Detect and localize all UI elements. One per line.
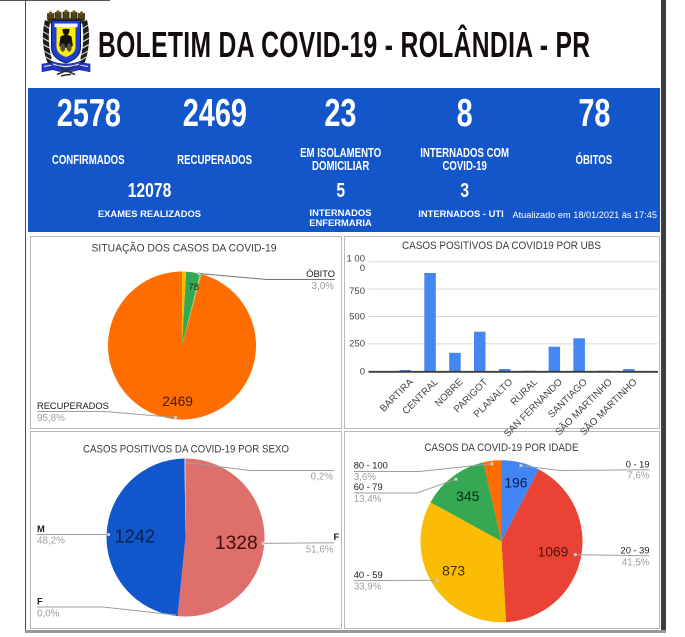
svg-text:33,9%: 33,9%	[354, 582, 382, 593]
svg-text:0,0%: 0,0%	[37, 609, 60, 620]
svg-text:95,8%: 95,8%	[37, 413, 65, 424]
svg-text:48,2%: 48,2%	[37, 536, 65, 547]
svg-text:41,5%: 41,5%	[622, 558, 650, 569]
svg-text:M: M	[37, 524, 45, 534]
svg-text:345: 345	[456, 488, 480, 504]
svg-text:60 - 79: 60 - 79	[354, 482, 383, 492]
svg-text:40 - 59: 40 - 59	[354, 570, 383, 580]
svg-text:80 - 100: 80 - 100	[354, 461, 388, 471]
svg-text:0: 0	[360, 263, 365, 274]
svg-text:2469: 2469	[162, 394, 193, 409]
svg-text:20 - 39: 20 - 39	[621, 546, 650, 556]
svg-text:0 - 19: 0 - 19	[626, 460, 650, 470]
svg-text:78: 78	[188, 282, 199, 293]
svg-text:750: 750	[349, 286, 365, 297]
svg-text:51,6%: 51,6%	[306, 545, 334, 556]
svg-text:3,0%: 3,0%	[312, 281, 335, 292]
svg-text:13,4%: 13,4%	[354, 494, 382, 505]
svg-text:CASOS DA COVID-19 POR IDADE: CASOS DA COVID-19 POR IDADE	[425, 442, 579, 454]
svg-text:F: F	[334, 532, 340, 542]
svg-text:3,6%: 3,6%	[354, 472, 377, 483]
svg-text:1242: 1242	[114, 525, 155, 546]
svg-text:1 00: 1 00	[347, 253, 366, 264]
svg-text:CASOS POSITIVOS DA COVID-19 PO: CASOS POSITIVOS DA COVID-19 POR SEXO	[83, 444, 289, 456]
svg-text:F: F	[37, 597, 43, 607]
svg-text:1069: 1069	[538, 545, 569, 560]
svg-text:250: 250	[349, 339, 365, 350]
svg-text:SITUAÇÃO DOS CASOS DA COVID-19: SITUAÇÃO DOS CASOS DA COVID-19	[92, 242, 277, 255]
svg-text:ÓBITO: ÓBITO	[306, 269, 335, 279]
svg-text:0,2%: 0,2%	[311, 472, 334, 483]
svg-text:CASOS POSITIVOS DA COVID19 POR: CASOS POSITIVOS DA COVID19 POR UBS	[402, 240, 601, 252]
svg-text:1328: 1328	[215, 533, 258, 554]
svg-text:0: 0	[360, 367, 365, 378]
svg-text:RECUPERADOS: RECUPERADOS	[37, 401, 109, 411]
svg-text:500: 500	[349, 312, 365, 323]
svg-text:7,6%: 7,6%	[627, 471, 650, 482]
svg-text:196: 196	[504, 476, 527, 491]
svg-text:873: 873	[442, 564, 465, 579]
